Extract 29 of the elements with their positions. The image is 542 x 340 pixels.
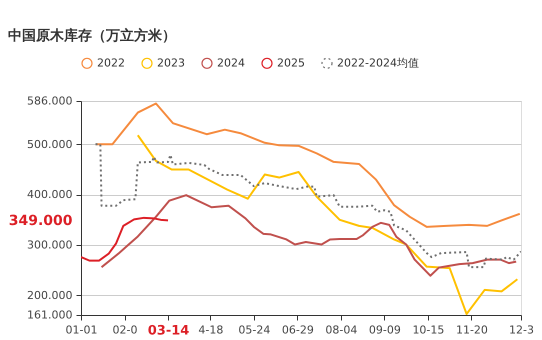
legend-label: 2024 [217, 56, 245, 70]
x-tick-label: 02-0 [112, 324, 138, 336]
line-series [100, 194, 518, 277]
x-tick-label: 08-04 [325, 324, 358, 336]
x-tick-label: 06-29 [282, 324, 314, 336]
legend-label: 2023 [157, 56, 185, 70]
chart-title: 中国原木库存（万立方米） [8, 27, 176, 44]
y-tick-label: 300.000 [27, 238, 72, 252]
y-tick-label: 200.000 [27, 288, 72, 302]
y-tick-label: 349.000 [8, 212, 73, 229]
x-tick-label: 10-15 [412, 324, 444, 336]
legend-label: 2022 [97, 56, 125, 70]
y-tick-label: 400.000 [27, 188, 72, 202]
x-tick-label: 03-14 [148, 324, 190, 338]
x-tick-label: 4-18 [198, 324, 224, 336]
x-tick-label: 11-20 [456, 324, 488, 336]
line-series [81, 216, 170, 262]
line-series [136, 134, 518, 315]
y-tick-label: 586.000 [27, 94, 72, 108]
y-tick-label: 500.000 [27, 138, 72, 151]
x-tick-label: 12-3 [509, 324, 534, 336]
legend-label: 2025 [277, 56, 305, 70]
line-series [94, 102, 521, 228]
line-series [94, 143, 521, 268]
x-tick-label: 01-01 [66, 324, 98, 336]
y-tick-label: 161.000 [27, 308, 72, 322]
legend-label: 2022-2024均值 [337, 56, 419, 70]
x-tick-label: 09-09 [368, 324, 401, 336]
x-tick-label: 05-24 [238, 324, 270, 336]
